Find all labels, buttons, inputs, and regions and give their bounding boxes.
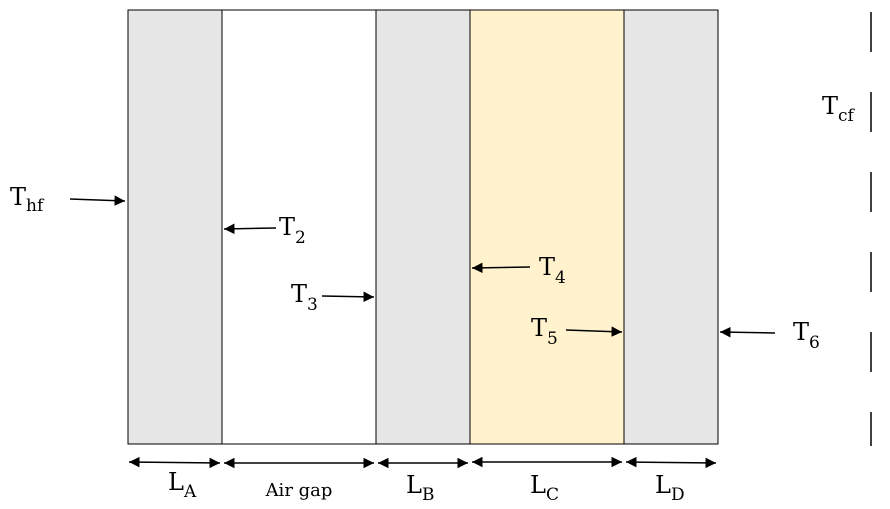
label-lc: LC: [530, 471, 559, 505]
label-t4: T4: [539, 253, 566, 288]
layer-d: [623, 9, 719, 445]
layer-air-gap: [221, 9, 377, 445]
label-t3: T3: [291, 280, 318, 315]
arrow-t3: [321, 291, 375, 303]
label-t-cf: Tcf: [822, 92, 856, 126]
label-t2: T2: [279, 213, 306, 248]
label-t-hf: Thf: [10, 183, 45, 216]
label-lb: LB: [406, 471, 434, 505]
arrow-t4: [471, 262, 531, 274]
layer-a: [127, 9, 223, 445]
dim-arrow-ld: [625, 456, 717, 469]
layer-c: [469, 9, 625, 445]
arrow-t5: [565, 326, 623, 337]
layer-b: [375, 9, 471, 445]
arrow-t6: [719, 326, 776, 338]
arrow-t-hf: [69, 195, 126, 206]
dim-arrow-la: [128, 456, 221, 469]
label-t5: T5: [531, 314, 558, 349]
label-air-gap: Air gap: [265, 480, 333, 501]
arrow-t2: [223, 223, 277, 235]
label-ld: LD: [655, 471, 685, 505]
label-t6: T6: [793, 318, 820, 353]
label-la: LA: [168, 468, 197, 502]
